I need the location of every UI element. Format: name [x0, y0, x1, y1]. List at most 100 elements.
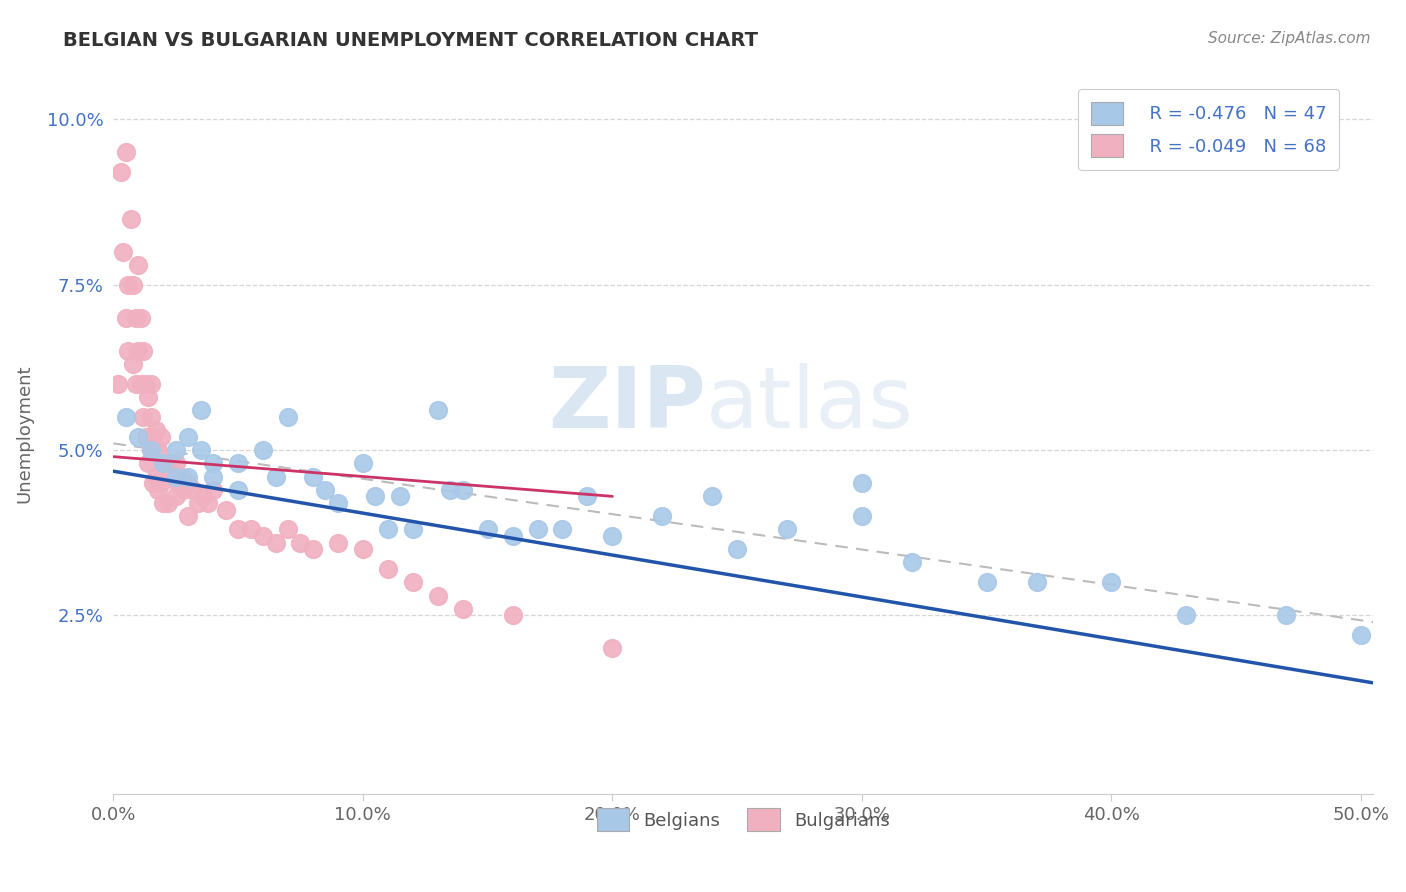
Point	[202, 483, 225, 497]
Point	[172, 483, 194, 497]
Point	[477, 523, 499, 537]
Point	[132, 409, 155, 424]
Point	[190, 443, 212, 458]
Point	[155, 456, 177, 470]
Point	[377, 562, 399, 576]
Text: Source: ZipAtlas.com: Source: ZipAtlas.com	[1208, 31, 1371, 46]
Y-axis label: Unemployment: Unemployment	[15, 364, 32, 503]
Point	[165, 469, 187, 483]
Point	[302, 469, 325, 483]
Point	[326, 496, 349, 510]
Point	[1099, 575, 1122, 590]
Point	[451, 483, 474, 497]
Point	[136, 390, 159, 404]
Point	[725, 542, 748, 557]
Point	[114, 310, 136, 325]
Point	[439, 483, 461, 497]
Point	[226, 523, 249, 537]
Point	[602, 529, 624, 543]
Point	[851, 476, 873, 491]
Point	[851, 509, 873, 524]
Point	[202, 456, 225, 470]
Point	[170, 469, 193, 483]
Point	[239, 523, 262, 537]
Point	[426, 589, 449, 603]
Point	[157, 456, 180, 470]
Point	[125, 376, 148, 391]
Point	[117, 343, 139, 358]
Point	[252, 443, 274, 458]
Point	[1275, 608, 1298, 623]
Point	[145, 469, 167, 483]
Point	[290, 535, 312, 549]
Legend: Belgians, Bulgarians: Belgians, Bulgarians	[583, 796, 903, 844]
Point	[976, 575, 998, 590]
Point	[702, 489, 724, 503]
Point	[352, 542, 374, 557]
Point	[152, 456, 174, 470]
Point	[117, 277, 139, 292]
Point	[125, 310, 148, 325]
Point	[139, 443, 162, 458]
Text: ZIP: ZIP	[548, 363, 706, 446]
Point	[132, 343, 155, 358]
Point	[114, 409, 136, 424]
Point	[226, 483, 249, 497]
Point	[152, 496, 174, 510]
Point	[177, 430, 200, 444]
Point	[202, 469, 225, 483]
Point	[149, 476, 172, 491]
Point	[1350, 628, 1372, 642]
Text: atlas: atlas	[706, 363, 914, 446]
Point	[526, 523, 548, 537]
Point	[214, 502, 236, 516]
Point	[502, 529, 524, 543]
Point	[110, 165, 132, 179]
Point	[127, 430, 149, 444]
Point	[139, 376, 162, 391]
Point	[252, 529, 274, 543]
Point	[129, 376, 152, 391]
Point	[226, 456, 249, 470]
Point	[264, 469, 287, 483]
Point	[451, 602, 474, 616]
Point	[264, 535, 287, 549]
Point	[148, 483, 170, 497]
Point	[326, 535, 349, 549]
Point	[122, 357, 145, 371]
Point	[157, 496, 180, 510]
Point	[402, 575, 425, 590]
Point	[114, 145, 136, 160]
Point	[139, 443, 162, 458]
Point	[152, 456, 174, 470]
Point	[197, 496, 219, 510]
Point	[135, 430, 157, 444]
Text: BELGIAN VS BULGARIAN UNEMPLOYMENT CORRELATION CHART: BELGIAN VS BULGARIAN UNEMPLOYMENT CORREL…	[63, 31, 758, 50]
Point	[112, 244, 135, 259]
Point	[122, 277, 145, 292]
Point	[181, 483, 204, 497]
Point	[314, 483, 336, 497]
Point	[277, 523, 299, 537]
Point	[127, 258, 149, 272]
Point	[142, 430, 165, 444]
Point	[149, 430, 172, 444]
Point	[377, 523, 399, 537]
Point	[136, 456, 159, 470]
Point	[190, 403, 212, 417]
Point	[193, 489, 215, 503]
Point	[142, 476, 165, 491]
Point	[167, 476, 190, 491]
Point	[135, 376, 157, 391]
Point	[187, 496, 209, 510]
Point	[1025, 575, 1047, 590]
Point	[162, 469, 184, 483]
Point	[145, 423, 167, 437]
Point	[165, 456, 187, 470]
Point	[127, 343, 149, 358]
Point	[277, 409, 299, 424]
Point	[426, 403, 449, 417]
Point	[177, 509, 200, 524]
Point	[177, 476, 200, 491]
Point	[148, 443, 170, 458]
